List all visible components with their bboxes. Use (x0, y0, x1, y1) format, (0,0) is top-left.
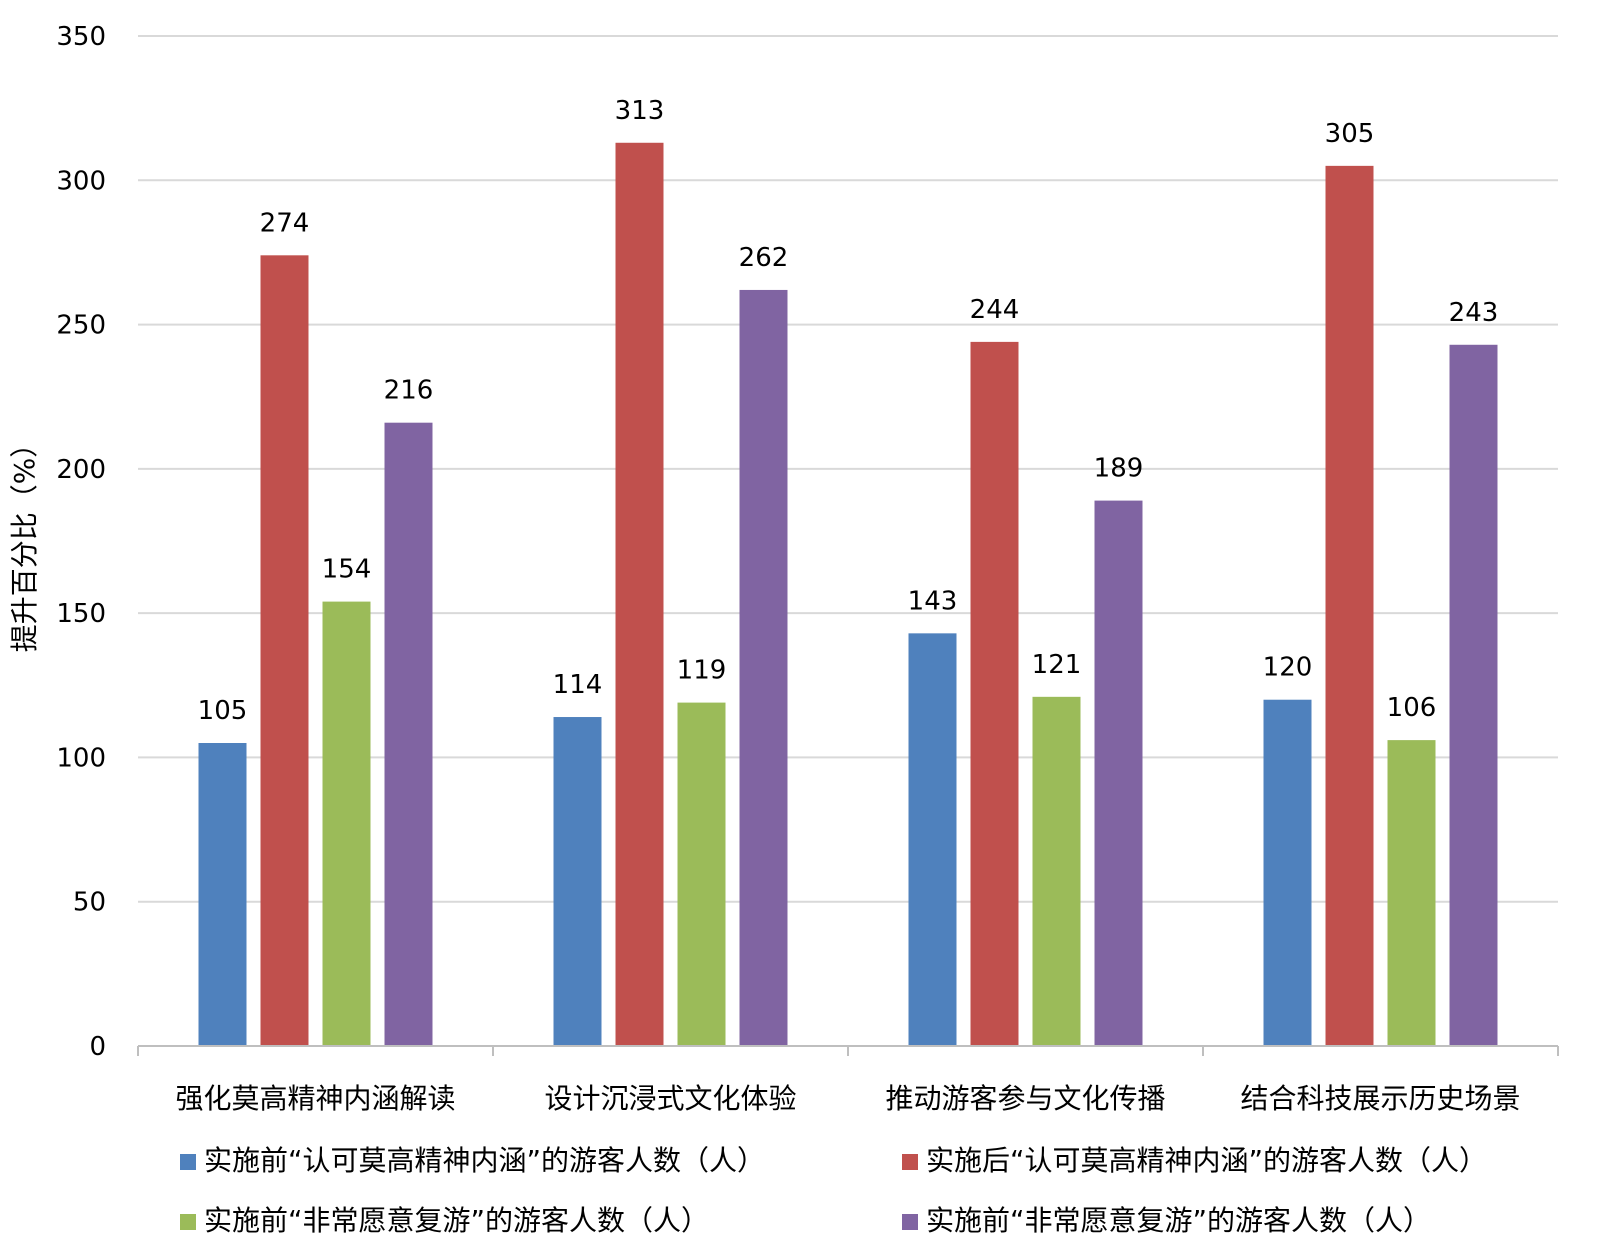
x-axis: 强化莫高精神内涵解读 设计沉浸式文化体验 推动游客参与文化传播 结合科技展示历史场景 (137, 1045, 1559, 1115)
bar (908, 633, 957, 1046)
y-tick-label: 150 (56, 599, 106, 629)
data-label: 243 (1449, 298, 1499, 328)
data-label: 120 (1263, 653, 1313, 683)
legend-entry: 实施前“非常愿意复游”的游客人数（人） (926, 1204, 1431, 1237)
data-label: 119 (677, 656, 727, 686)
bar (1263, 699, 1312, 1046)
bars (198, 142, 1498, 1047)
y-tick-label: 50 (73, 888, 106, 918)
data-label: 114 (553, 670, 603, 700)
data-label: 143 (908, 586, 958, 616)
legend-swatch (180, 1154, 196, 1170)
bar (1032, 696, 1081, 1046)
y-tick-label: 200 (56, 455, 106, 485)
legend-entry: 实施前“非常愿意复游”的游客人数（人） (204, 1204, 709, 1237)
bar (1325, 165, 1374, 1046)
data-label: 313 (615, 96, 665, 126)
bar (615, 142, 664, 1046)
data-label: 154 (322, 555, 372, 585)
legend-entry: 实施后“认可莫高精神内涵”的游客人数（人） (926, 1144, 1487, 1177)
legend-entry: 实施前“认可莫高精神内涵”的游客人数（人） (204, 1144, 765, 1177)
data-label: 121 (1032, 650, 1082, 680)
x-category-label: 推动游客参与文化传播 (885, 1082, 1165, 1115)
bar (677, 702, 726, 1046)
data-label: 244 (970, 295, 1020, 325)
legend-swatch (180, 1214, 196, 1230)
y-axis-ticks: 0 50 100 150 200 250 300 350 (56, 22, 106, 1062)
data-label: 106 (1387, 693, 1437, 723)
bar (970, 341, 1019, 1046)
gridlines (138, 35, 1558, 903)
data-label: 189 (1094, 454, 1144, 484)
y-tick-label: 350 (56, 22, 106, 52)
data-label: 274 (260, 208, 310, 238)
y-tick-label: 100 (56, 743, 106, 773)
x-category-label: 结合科技展示历史场景 (1240, 1082, 1520, 1115)
legend: 实施前“认可莫高精神内涵”的游客人数（人） 实施后“认可莫高精神内涵”的游客人数（… (180, 1144, 1487, 1237)
bar (260, 255, 309, 1047)
x-category-label: 设计沉浸式文化体验 (544, 1082, 796, 1115)
y-axis-label: 提升百分比（%） (8, 430, 41, 653)
bar (1094, 500, 1143, 1047)
bar (1449, 344, 1498, 1046)
bar (198, 743, 247, 1046)
bar (322, 601, 371, 1046)
data-label: 105 (198, 696, 248, 726)
y-tick-label: 300 (56, 166, 106, 196)
y-tick-label: 0 (89, 1032, 106, 1062)
bar (384, 422, 433, 1047)
bar (553, 717, 602, 1046)
bar (1387, 740, 1436, 1046)
bar (739, 289, 788, 1046)
x-category-label: 强化莫高精神内涵解读 (175, 1082, 455, 1115)
y-tick-label: 250 (56, 311, 106, 341)
data-labels: 105 114 143 120 274 313 244 305 154 119 121 106 216 2… (198, 96, 1499, 726)
data-label: 262 (739, 243, 789, 273)
data-label: 216 (384, 376, 434, 406)
legend-swatch (902, 1154, 918, 1170)
legend-swatch (902, 1214, 918, 1230)
data-label: 305 (1325, 119, 1375, 149)
